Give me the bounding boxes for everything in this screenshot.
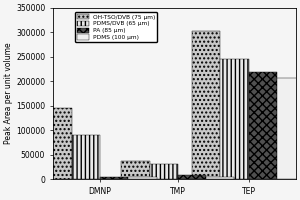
Bar <box>121 161 150 179</box>
Bar <box>44 108 72 179</box>
Bar <box>206 177 235 179</box>
Bar <box>72 135 100 179</box>
Bar <box>100 177 128 179</box>
Legend: OH-TSO/DVB (75 μm), PDMS/DVB (65 μm), PA (85 μm), PDMS (100 μm): OH-TSO/DVB (75 μm), PDMS/DVB (65 μm), PA… <box>75 12 158 42</box>
Bar <box>277 78 300 179</box>
Y-axis label: Peak Area per unit volume: Peak Area per unit volume <box>4 43 13 144</box>
Bar <box>150 164 178 179</box>
Bar <box>192 31 220 179</box>
Bar <box>249 72 277 179</box>
Bar <box>178 175 206 179</box>
Bar <box>220 59 249 179</box>
Bar <box>128 177 157 179</box>
